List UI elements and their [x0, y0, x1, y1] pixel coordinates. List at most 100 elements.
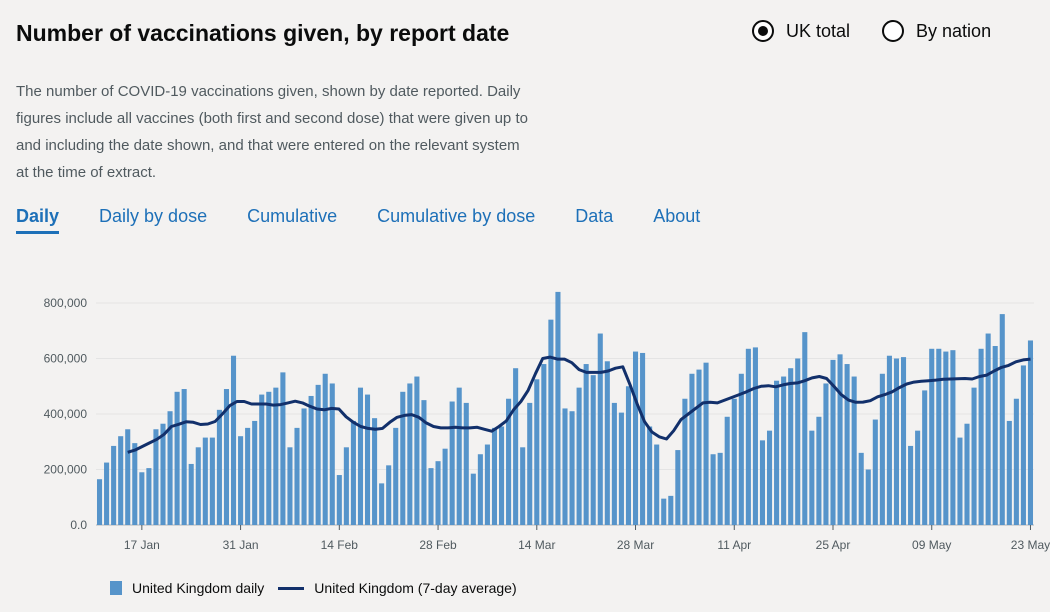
- daily-bar[interactable]: [865, 469, 871, 526]
- daily-bar[interactable]: [393, 427, 399, 525]
- daily-bar[interactable]: [329, 383, 335, 525]
- daily-bar[interactable]: [160, 423, 166, 525]
- daily-bar[interactable]: [809, 430, 815, 525]
- daily-bar[interactable]: [146, 468, 152, 525]
- daily-bar[interactable]: [879, 373, 885, 525]
- daily-bar[interactable]: [449, 401, 455, 525]
- daily-bar[interactable]: [675, 450, 681, 525]
- daily-bar[interactable]: [999, 314, 1005, 525]
- daily-bar[interactable]: [576, 387, 582, 525]
- tab-cumulative-by-dose[interactable]: Cumulative by dose: [377, 206, 536, 226]
- daily-bar[interactable]: [844, 364, 850, 525]
- tab-data[interactable]: Data: [575, 206, 614, 226]
- daily-bar[interactable]: [336, 475, 342, 525]
- daily-bar[interactable]: [350, 420, 356, 525]
- daily-bar[interactable]: [379, 483, 385, 525]
- legend-item-daily[interactable]: United Kingdom daily: [110, 580, 264, 596]
- daily-bar[interactable]: [343, 447, 349, 525]
- daily-bar[interactable]: [111, 445, 117, 525]
- daily-bar[interactable]: [174, 391, 180, 525]
- daily-bar[interactable]: [604, 361, 610, 525]
- daily-bar[interactable]: [915, 430, 921, 525]
- daily-bar[interactable]: [1013, 398, 1019, 525]
- daily-bar[interactable]: [724, 416, 730, 525]
- daily-bar[interactable]: [752, 347, 758, 525]
- daily-bar[interactable]: [569, 411, 575, 525]
- legend-item-average[interactable]: United Kingdom (7-day average): [278, 580, 517, 596]
- daily-bar[interactable]: [513, 368, 519, 525]
- daily-bar[interactable]: [400, 391, 406, 525]
- daily-bar[interactable]: [167, 411, 173, 525]
- daily-bar[interactable]: [104, 462, 110, 525]
- daily-bar[interactable]: [477, 454, 483, 525]
- radio-unselected-icon[interactable]: [882, 20, 905, 42]
- daily-bar[interactable]: [908, 445, 914, 525]
- daily-bar[interactable]: [992, 346, 998, 525]
- daily-bar[interactable]: [280, 372, 286, 525]
- daily-bar[interactable]: [597, 333, 603, 525]
- daily-bar[interactable]: [125, 429, 131, 525]
- daily-bar[interactable]: [230, 355, 237, 525]
- daily-bar[interactable]: [414, 376, 420, 525]
- daily-bar[interactable]: [936, 348, 942, 525]
- daily-bar[interactable]: [372, 418, 378, 525]
- daily-bar[interactable]: [745, 348, 751, 525]
- daily-bar[interactable]: [710, 454, 716, 525]
- daily-bar[interactable]: [640, 352, 646, 525]
- daily-bar[interactable]: [985, 333, 991, 525]
- daily-bar[interactable]: [611, 402, 617, 525]
- tab-daily-by-dose[interactable]: Daily by dose: [99, 206, 208, 226]
- daily-bar[interactable]: [696, 369, 702, 525]
- daily-bar[interactable]: [456, 387, 462, 525]
- daily-bar[interactable]: [153, 429, 159, 525]
- daily-bar[interactable]: [188, 463, 194, 525]
- daily-bar[interactable]: [823, 383, 829, 525]
- daily-bar[interactable]: [950, 350, 956, 525]
- daily-bar[interactable]: [957, 437, 963, 525]
- daily-bar[interactable]: [668, 495, 674, 525]
- daily-bar[interactable]: [407, 383, 413, 525]
- daily-bar[interactable]: [498, 426, 505, 525]
- daily-bar[interactable]: [266, 391, 272, 525]
- daily-bar[interactable]: [259, 394, 265, 525]
- daily-bar[interactable]: [1006, 420, 1012, 525]
- daily-bar[interactable]: [506, 398, 512, 525]
- daily-bar[interactable]: [872, 419, 878, 525]
- daily-bar[interactable]: [858, 452, 864, 525]
- daily-bar[interactable]: [590, 375, 596, 525]
- tab-daily[interactable]: Daily: [16, 206, 60, 234]
- daily-bar[interactable]: [971, 387, 977, 525]
- daily-bar[interactable]: [1027, 340, 1034, 525]
- daily-bar[interactable]: [357, 387, 364, 525]
- daily-bar[interactable]: [837, 354, 843, 525]
- daily-bar[interactable]: [802, 332, 808, 525]
- daily-bar[interactable]: [442, 448, 448, 525]
- daily-bar[interactable]: [118, 436, 124, 525]
- daily-bar[interactable]: [816, 416, 822, 525]
- daily-bar[interactable]: [647, 426, 653, 525]
- daily-bar[interactable]: [618, 412, 624, 525]
- daily-bar[interactable]: [139, 472, 145, 525]
- daily-bar[interactable]: [781, 376, 787, 525]
- daily-bar[interactable]: [181, 389, 187, 525]
- daily-bar[interactable]: [1020, 365, 1026, 525]
- daily-bar[interactable]: [682, 398, 688, 525]
- daily-bar[interactable]: [654, 444, 660, 525]
- daily-bar[interactable]: [625, 386, 632, 525]
- daily-bar[interactable]: [541, 364, 547, 525]
- daily-bar[interactable]: [428, 468, 434, 525]
- daily-bar[interactable]: [964, 423, 970, 525]
- daily-bar[interactable]: [548, 319, 554, 525]
- daily-bar[interactable]: [830, 359, 836, 525]
- daily-bar[interactable]: [759, 440, 766, 525]
- daily-bar[interactable]: [195, 447, 201, 525]
- tab-cumulative[interactable]: Cumulative: [247, 206, 338, 226]
- daily-bar[interactable]: [731, 398, 737, 525]
- tab-about[interactable]: About: [653, 206, 701, 226]
- daily-bar[interactable]: [893, 358, 900, 526]
- radio-by-nation[interactable]: By nation: [882, 20, 991, 42]
- daily-bar[interactable]: [562, 408, 568, 525]
- daily-bar[interactable]: [978, 348, 984, 525]
- daily-bar[interactable]: [738, 373, 744, 525]
- daily-bar[interactable]: [470, 473, 476, 525]
